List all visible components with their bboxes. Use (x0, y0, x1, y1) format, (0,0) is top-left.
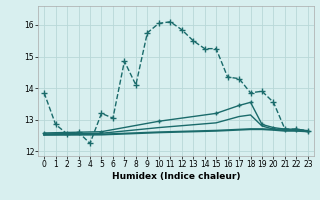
X-axis label: Humidex (Indice chaleur): Humidex (Indice chaleur) (112, 172, 240, 181)
